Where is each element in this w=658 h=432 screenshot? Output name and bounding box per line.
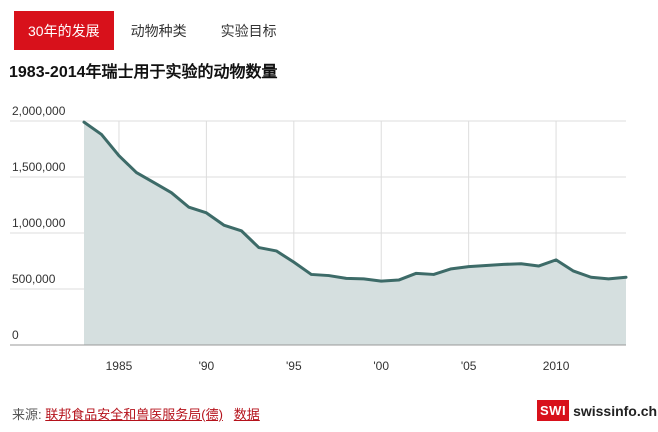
data-point: [327, 274, 330, 277]
logo-text: swissinfo.ch: [573, 402, 658, 419]
data-point: [414, 272, 418, 275]
swissinfo-logo[interactable]: SWI swissinfo.ch: [537, 400, 657, 421]
x-tick-label: '95: [286, 359, 302, 373]
x-tick-label: '00: [373, 359, 389, 373]
data-point: [624, 276, 628, 279]
data-point: [537, 264, 540, 268]
data-point: [275, 249, 278, 253]
data-point: [467, 265, 470, 268]
data-point: [572, 269, 575, 273]
data-link[interactable]: 数据: [233, 407, 260, 422]
data-point: [449, 267, 453, 271]
x-tick-label: '05: [461, 359, 477, 373]
source-link[interactable]: 联邦食品安全和兽医服务局(德): [45, 407, 223, 422]
x-tick-label: '90: [199, 359, 215, 373]
data-point: [117, 154, 121, 157]
data-point: [222, 223, 226, 227]
data-point: [170, 191, 173, 194]
y-tick-label: 2,000,000: [12, 104, 66, 118]
data-point: [345, 277, 348, 280]
data-point: [187, 206, 191, 209]
x-tick-label: 2010: [543, 359, 570, 373]
data-point: [292, 260, 296, 264]
data-point: [257, 246, 261, 249]
data-point: [554, 258, 558, 262]
data-point: [240, 229, 243, 232]
data-point: [135, 171, 138, 174]
data-point: [362, 277, 365, 281]
data-point: [100, 133, 103, 136]
source-prefix: 来源:: [12, 407, 42, 422]
area-fill: [84, 122, 626, 346]
y-tick-label: 1,500,000: [12, 160, 66, 174]
chart-title: 1983-2014年瑞士用于实验的动物数量: [9, 64, 278, 81]
data-point: [432, 273, 435, 276]
data-point: [484, 264, 488, 267]
tab-bar: 30年的发展 动物种类 实验目标: [14, 11, 294, 50]
tab-animal-species[interactable]: 动物种类: [130, 22, 187, 39]
data-point: [519, 262, 523, 265]
data-point: [310, 273, 313, 276]
data-point: [589, 276, 593, 279]
data-point: [205, 211, 208, 215]
tab-experiment-purpose[interactable]: 实验目标: [220, 22, 277, 39]
data-point: [397, 278, 400, 282]
source-line: 来源: 联邦食品安全和兽医服务局(德) 数据: [12, 404, 260, 423]
area-chart: 0 500,000 1,000,000 1,500,000 2,000,000 1985 '…: [10, 104, 628, 373]
data-point: [607, 277, 610, 281]
data-point: [502, 263, 505, 266]
swi-badge: SWI: [537, 400, 570, 421]
x-tick-label: 1985: [106, 359, 133, 373]
y-tick-label: 0: [12, 328, 19, 342]
data-point: [380, 279, 383, 283]
data-point: [152, 181, 156, 184]
y-tick-label: 500,000: [12, 272, 56, 286]
series-line: [82, 120, 628, 283]
y-tick-label: 1,000,000: [12, 216, 66, 230]
data-point: [82, 120, 86, 124]
tab-30-years[interactable]: 30年的发展: [14, 11, 114, 50]
